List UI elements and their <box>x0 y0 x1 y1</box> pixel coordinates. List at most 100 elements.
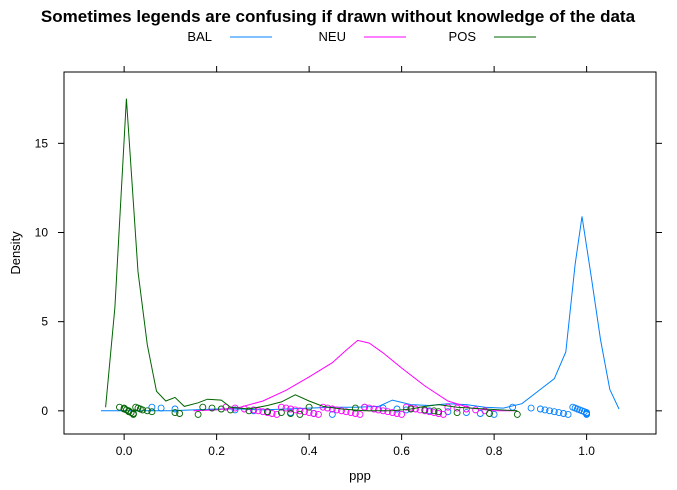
x-tick-label: 0.2 <box>208 444 225 458</box>
rug-point-neu <box>310 410 318 417</box>
rug-point-bal <box>393 405 401 413</box>
rug-point-bal <box>462 409 470 417</box>
rug-point-bal <box>550 408 558 416</box>
y-axis-label: Density <box>8 231 23 275</box>
chart-title: Sometimes legends are confusing if drawn… <box>41 7 636 26</box>
rug-point-pos <box>277 409 285 417</box>
rug-point-neu <box>444 403 452 411</box>
legend: BAL NEU POS <box>187 29 536 44</box>
rug-point-pos <box>194 410 202 418</box>
rug-point-neu <box>305 409 313 417</box>
axes: 0.0 0.2 0.4 0.6 0.8 1.0 0 5 10 15 <box>35 66 662 458</box>
rug-point-bal <box>509 403 517 411</box>
rug-point-pos <box>435 408 443 416</box>
rug-point-pos <box>430 407 438 415</box>
legend-label-bal: BAL <box>187 29 212 44</box>
rug-point-pos <box>421 406 429 414</box>
x-tick-label: 0.4 <box>301 444 318 458</box>
rug-point-pos <box>264 408 271 416</box>
rug-point-neu <box>342 408 350 416</box>
y-tick-label: 5 <box>41 315 48 329</box>
rug-point-pos <box>513 410 521 418</box>
rug-point-bal <box>564 410 572 418</box>
rug-point-pos <box>217 405 225 413</box>
density-line-bal <box>101 216 620 412</box>
rug-point-neu <box>375 406 382 414</box>
rug-point-pos <box>208 404 216 412</box>
rug-point-neu <box>328 405 336 413</box>
rug-point-neu <box>430 409 438 417</box>
rug-point-pos <box>129 410 137 418</box>
y-tick-label: 15 <box>35 136 49 150</box>
rug-point-bal <box>157 404 165 412</box>
rug-point-neu <box>324 404 332 412</box>
y-tick-label: 10 <box>35 225 49 239</box>
rug-point-neu <box>333 406 341 414</box>
rug-point-bal <box>555 409 563 417</box>
series-bal <box>101 216 620 418</box>
rug-point-neu <box>462 405 470 413</box>
density-line-neu <box>193 339 518 412</box>
rug-point-pos <box>305 403 313 411</box>
rug-point-pos <box>148 408 156 416</box>
rug-point-bal <box>328 410 336 418</box>
rug-point-pos <box>116 403 123 411</box>
rug-point-pos <box>453 409 461 417</box>
rug-point-neu <box>361 403 369 411</box>
x-tick-label: 1.0 <box>578 444 595 458</box>
rug-point-neu <box>287 405 295 413</box>
rug-point-pos <box>227 406 234 414</box>
rug-point-bal <box>490 410 498 418</box>
plot-frame <box>63 71 657 435</box>
rug-point-neu <box>273 410 281 418</box>
rug-point-pos <box>139 406 147 414</box>
rug-point-bal <box>527 404 535 412</box>
series-pos <box>105 98 521 418</box>
density-line-pos <box>105 98 518 412</box>
rug-point-pos <box>171 409 179 417</box>
rug-point-neu <box>259 408 267 416</box>
x-tick-label: 0.6 <box>393 444 410 458</box>
rug-point-pos <box>143 407 151 415</box>
rug-point-neu <box>384 408 392 416</box>
rug-point-neu <box>402 403 410 411</box>
rug-point-pos <box>351 404 359 412</box>
rug-point-bal <box>171 405 179 413</box>
rug-point-neu <box>250 406 258 414</box>
rug-point-bal <box>536 405 544 413</box>
rug-point-bal <box>541 406 549 414</box>
series-neu <box>193 339 518 418</box>
rug-point-bal <box>148 403 156 411</box>
rug-point-neu <box>296 407 304 415</box>
rug-point-neu <box>291 406 299 414</box>
rug-point-neu <box>314 410 322 418</box>
rug-point-pos <box>245 407 253 415</box>
rug-point-bal <box>583 410 591 418</box>
legend-label-neu: NEU <box>319 29 346 44</box>
rug-point-pos <box>176 410 184 417</box>
rug-point-pos <box>486 410 493 417</box>
rug-point-neu <box>398 410 406 418</box>
rug-point-pos <box>407 405 415 413</box>
rug-point-neu <box>356 410 364 418</box>
rug-point-neu <box>254 407 262 415</box>
y-tick-label: 0 <box>41 404 48 418</box>
rug-point-bal <box>546 407 554 415</box>
rug-point-bal <box>231 406 239 414</box>
rug-point-pos <box>199 403 207 411</box>
rug-point-pos <box>287 410 295 417</box>
rug-point-neu <box>338 407 345 415</box>
x-tick-label: 0.0 <box>116 444 133 458</box>
rug-point-bal <box>560 410 567 417</box>
rug-point-neu <box>277 403 285 411</box>
rug-point-neu <box>453 404 461 412</box>
rug-point-neu <box>425 408 433 416</box>
rug-point-neu <box>472 406 480 414</box>
x-tick-label: 0.8 <box>486 444 503 458</box>
rug-point-neu <box>282 404 290 412</box>
rug-point-neu <box>370 405 378 413</box>
x-axis-label: ppp <box>349 468 371 483</box>
rug-point-neu <box>388 409 396 417</box>
rug-point-neu <box>268 410 276 417</box>
